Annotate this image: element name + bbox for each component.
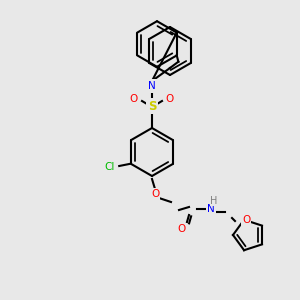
Text: N: N (148, 81, 156, 91)
Text: Cl: Cl (104, 162, 114, 172)
Text: O: O (166, 94, 174, 104)
Text: O: O (151, 189, 159, 199)
Text: O: O (166, 94, 174, 104)
Text: O: O (242, 215, 250, 225)
Text: O: O (130, 94, 138, 104)
Text: O: O (178, 224, 186, 234)
Text: H: H (210, 196, 218, 206)
Text: S: S (148, 100, 156, 112)
Text: N: N (148, 81, 156, 91)
Text: O: O (130, 94, 138, 104)
Text: S: S (148, 100, 156, 112)
Text: N: N (207, 204, 215, 214)
